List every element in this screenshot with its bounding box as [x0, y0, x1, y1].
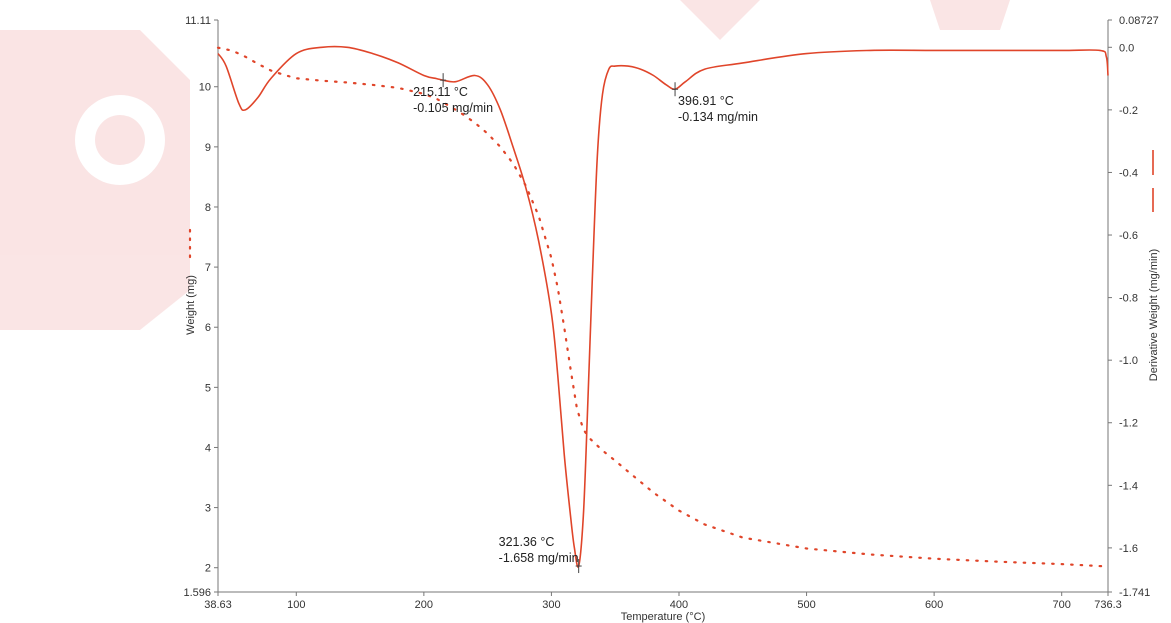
- series-weight-line: [216, 46, 1110, 568]
- peak-annotation: 215.11 °C -0.105 mg/min: [413, 73, 493, 115]
- legend-markers: [188, 150, 1154, 264]
- y-right-tick-label: -0.6: [1119, 230, 1138, 242]
- y-left-tick-label: 1.596: [183, 587, 211, 599]
- series-derivative-weight-line: [217, 45, 1109, 568]
- x-tick-label: 400: [670, 599, 688, 611]
- peak-annotation: 321.36 °C -1.658 mg/min: [499, 535, 582, 574]
- y-left-tick-label: 3: [205, 503, 211, 515]
- x-tick-label: 100: [287, 599, 305, 611]
- annotation-temperature: 321.36 °C: [499, 535, 555, 549]
- y-left-tick-label: 8: [205, 202, 211, 214]
- annotation-rate: -0.134 mg/min: [678, 110, 758, 124]
- y-left-tick-label: 7: [205, 262, 211, 274]
- annotation-temperature: 396.91 °C: [678, 94, 734, 108]
- y-right-tick-label: 0.0: [1119, 42, 1134, 54]
- watermark-shape-top-1: [680, 0, 760, 40]
- peak-annotation: 396.91 °C -0.134 mg/min: [672, 82, 758, 124]
- axes: [217, 20, 1109, 593]
- y-right-tick-label: -1.0: [1119, 355, 1138, 367]
- y-right-tick-label: -1.741: [1119, 587, 1150, 599]
- x-tick-label: 38.63: [204, 599, 232, 611]
- y-left-tick-label: 9: [205, 142, 211, 154]
- annotation-temperature: 215.11 °C: [413, 85, 468, 99]
- x-axis-ticks: 38.63 100 200 300 400 500 600 700 736.3: [204, 592, 1122, 611]
- x-tick-label: 700: [1053, 599, 1071, 611]
- y-left-tick-label: 2: [205, 563, 211, 575]
- y-right-tick-label: -0.2: [1119, 105, 1138, 117]
- x-tick-label: 600: [925, 599, 943, 611]
- y-right-tick-label: -1.4: [1119, 480, 1138, 492]
- y-left-tick-label: 5: [205, 382, 211, 394]
- y-right-tick-label: -1.6: [1119, 543, 1138, 555]
- y-right-axis-ticks: 0.08727 0.0 -0.2 -0.4 -0.6 -0.8 -1.0 -1.2 -1.4 -1…: [1108, 15, 1159, 599]
- y-left-tick-label: 6: [205, 322, 211, 334]
- x-tick-label: 500: [797, 599, 815, 611]
- y-right-tick-label: -0.4: [1119, 167, 1138, 179]
- y-right-tick-label: -0.8: [1119, 293, 1138, 305]
- y-left-tick-label: 11.11: [185, 15, 211, 27]
- x-axis-title: Temperature (°C): [621, 611, 705, 623]
- series-layer: [216, 45, 1110, 568]
- x-tick-label: 200: [415, 599, 433, 611]
- annotation-rate: -0.105 mg/min: [413, 101, 493, 115]
- watermark-gear-hub: [95, 115, 145, 165]
- annotation-layer: 215.11 °C -0.105 mg/min 396.91 °C -0.134 mg…: [413, 73, 758, 574]
- watermark-shape-top-2: [930, 0, 1010, 30]
- y-left-tick-label: 10: [199, 82, 211, 94]
- y-left-tick-label: 4: [205, 442, 211, 454]
- y-left-axis-ticks: 11.11 10 9 8 7 6 5 4 3 2 1.596: [183, 15, 218, 599]
- x-tick-label: 736.3: [1094, 599, 1122, 611]
- y-left-axis-title: Weight (mg): [185, 275, 197, 335]
- watermark-shape: [0, 30, 190, 330]
- y-right-tick-label: -1.2: [1119, 418, 1138, 430]
- x-tick-label: 300: [542, 599, 560, 611]
- annotation-rate: -1.658 mg/min: [499, 551, 579, 565]
- watermark-logo: [0, 0, 1010, 330]
- y-right-axis-title: Derivative Weight (mg/min): [1148, 249, 1160, 381]
- y-right-tick-label: 0.08727: [1119, 15, 1159, 27]
